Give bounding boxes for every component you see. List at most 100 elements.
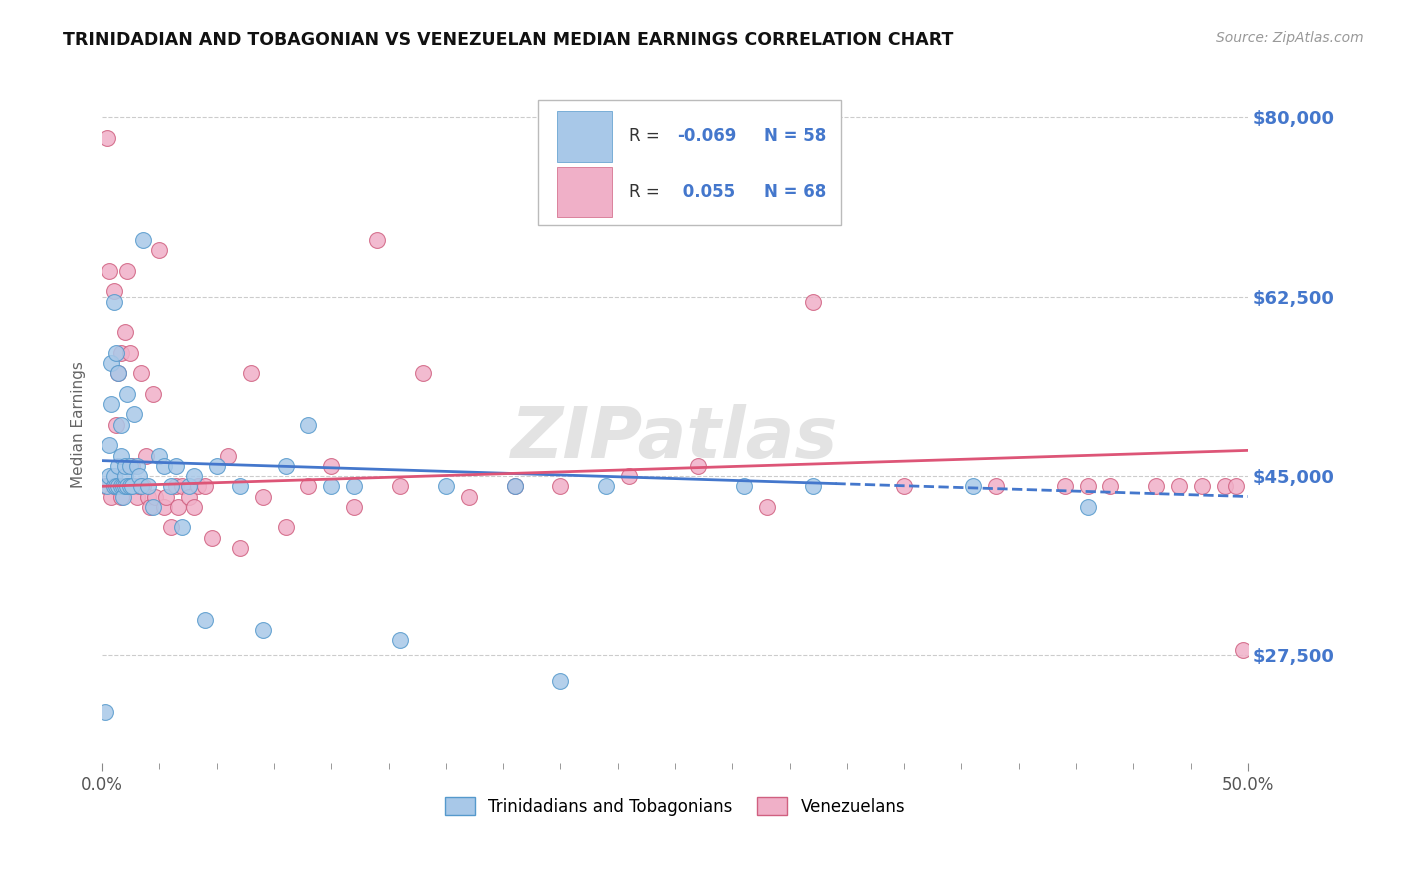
Point	[619, 469, 641, 483]
Point	[1099, 479, 1122, 493]
Point	[114, 479, 136, 493]
Point	[1168, 479, 1191, 493]
Point	[103, 294, 125, 309]
Point	[194, 479, 217, 493]
Point	[118, 458, 141, 473]
Point	[205, 458, 228, 473]
Point	[118, 346, 141, 360]
Point	[100, 397, 122, 411]
Point	[125, 458, 148, 473]
Text: N = 68: N = 68	[765, 183, 827, 201]
Point	[153, 500, 176, 514]
Point	[321, 479, 343, 493]
Text: TRINIDADIAN AND TOBAGONIAN VS VENEZUELAN MEDIAN EARNINGS CORRELATION CHART: TRINIDADIAN AND TOBAGONIAN VS VENEZUELAN…	[63, 31, 953, 49]
Point	[503, 479, 526, 493]
Point	[343, 500, 366, 514]
Text: Source: ZipAtlas.com: Source: ZipAtlas.com	[1216, 31, 1364, 45]
Point	[111, 479, 134, 493]
Point	[93, 479, 115, 493]
Point	[135, 449, 157, 463]
Point	[132, 233, 155, 247]
Point	[114, 326, 136, 340]
Point	[114, 469, 136, 483]
Point	[111, 479, 134, 493]
Point	[984, 479, 1007, 493]
Point	[93, 705, 115, 719]
Point	[111, 490, 134, 504]
Point	[252, 490, 274, 504]
Point	[96, 130, 118, 145]
FancyBboxPatch shape	[537, 100, 841, 225]
Point	[110, 417, 132, 432]
Point	[166, 500, 188, 514]
Point	[228, 541, 250, 555]
Point	[110, 490, 132, 504]
Bar	[557, 167, 612, 218]
Point	[104, 417, 127, 432]
Point	[136, 479, 159, 493]
Text: R =: R =	[630, 183, 665, 201]
Point	[1144, 479, 1167, 493]
Point	[160, 520, 183, 534]
Point	[550, 674, 572, 689]
Point	[321, 458, 343, 473]
Y-axis label: Median Earnings: Median Earnings	[72, 361, 86, 488]
Point	[136, 490, 159, 504]
Point	[240, 367, 263, 381]
Point	[107, 479, 129, 493]
Text: ZIPatlas: ZIPatlas	[512, 404, 839, 473]
Point	[366, 233, 388, 247]
Legend: Trinidadians and Tobagonians, Venezuelans: Trinidadians and Tobagonians, Venezuelan…	[439, 790, 912, 822]
Point	[1076, 479, 1098, 493]
Point	[194, 613, 217, 627]
Point	[217, 449, 239, 463]
Point	[117, 264, 139, 278]
Point	[187, 479, 209, 493]
Point	[104, 479, 127, 493]
Point	[412, 367, 434, 381]
Point	[114, 479, 136, 493]
Point	[128, 479, 150, 493]
Point	[98, 469, 121, 483]
Point	[128, 469, 150, 483]
Point	[165, 458, 187, 473]
Point	[98, 438, 121, 452]
Point	[595, 479, 617, 493]
Point	[274, 458, 297, 473]
Point	[103, 479, 125, 493]
Text: N = 58: N = 58	[765, 128, 827, 145]
Point	[124, 408, 146, 422]
Point	[160, 479, 183, 493]
Point	[117, 387, 139, 401]
Point	[1213, 479, 1236, 493]
Point	[129, 367, 152, 381]
Point	[172, 520, 194, 534]
Point	[96, 479, 118, 493]
Point	[343, 479, 366, 493]
Point	[110, 449, 132, 463]
Point	[129, 479, 152, 493]
Point	[114, 458, 136, 473]
Point	[297, 417, 319, 432]
Point	[103, 469, 125, 483]
Point	[165, 479, 187, 493]
Point	[98, 264, 121, 278]
Point	[125, 490, 148, 504]
Point	[121, 458, 143, 473]
Point	[121, 479, 143, 493]
Point	[1225, 479, 1247, 493]
Point	[1191, 479, 1213, 493]
Point	[155, 490, 177, 504]
Point	[143, 490, 166, 504]
Point	[142, 387, 165, 401]
Point	[148, 449, 170, 463]
Point	[139, 500, 162, 514]
Point	[148, 244, 170, 258]
Point	[100, 356, 122, 370]
Point	[183, 500, 205, 514]
Point	[201, 531, 224, 545]
Point	[1232, 643, 1254, 657]
Point	[389, 633, 412, 648]
Point	[503, 479, 526, 493]
Point	[1053, 479, 1076, 493]
